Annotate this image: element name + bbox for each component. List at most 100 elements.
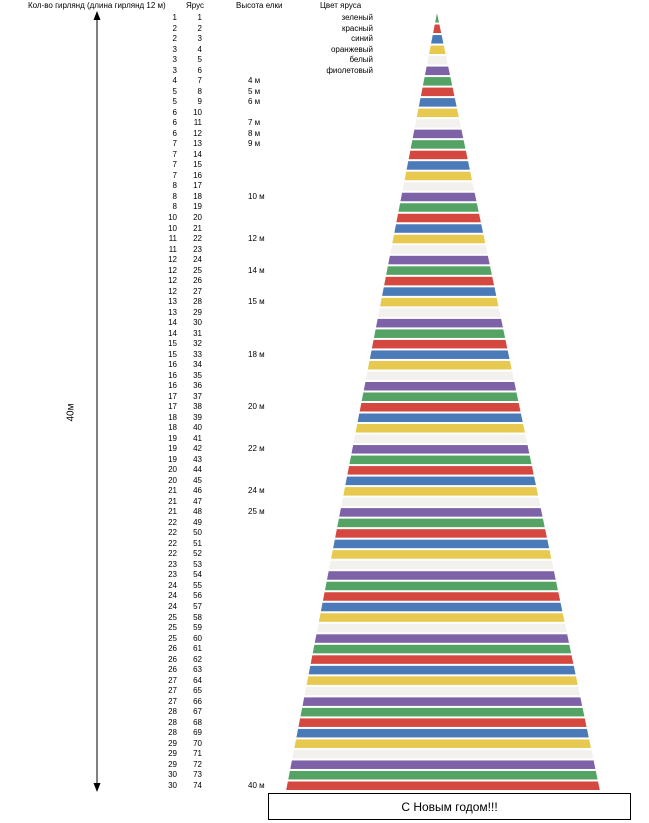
table-row: 13 29 — [0, 307, 300, 318]
table-row: 6 10 — [0, 108, 300, 119]
garland-count-cell: 16 — [168, 370, 177, 380]
tree-stripe — [286, 697, 600, 706]
tree-stripe — [286, 234, 600, 244]
garland-count-cell: 29 — [168, 759, 177, 769]
tree-stripe — [286, 487, 600, 496]
table-row: 15 33 18 м — [0, 349, 300, 360]
tier-number-cell: 2 — [197, 23, 202, 33]
garland-count-cell: 27 — [168, 675, 177, 685]
tier-number-cell: 73 — [193, 770, 202, 780]
tier-number-cell: 20 — [193, 213, 202, 222]
tier-number-cell: 13 — [193, 139, 202, 149]
tree-height-cell: 7 м — [248, 118, 261, 128]
tree-stripe — [286, 739, 600, 748]
garland-count-cell: 17 — [168, 402, 177, 412]
tier-number-cell: 23 — [193, 244, 202, 254]
table-row: 15 32 — [0, 339, 300, 350]
garland-count-cell: 26 — [168, 665, 177, 675]
tree-stripe — [286, 560, 600, 570]
tier-number-cell: 8 — [197, 86, 202, 96]
table-row: 7 16 — [0, 171, 300, 182]
tier-number-cell: 42 — [193, 444, 202, 454]
tree-stripe — [286, 87, 600, 97]
table-row: 12 25 14 м — [0, 265, 300, 276]
tier-number-cell: 65 — [193, 686, 202, 696]
garland-count-cell: 25 — [168, 623, 177, 633]
table-row: 7 14 — [0, 150, 300, 161]
tree-height-cell: 6 м — [248, 97, 261, 107]
tier-number-cell: 63 — [193, 665, 202, 675]
table-row: 6 11 7 м — [0, 118, 300, 129]
tier-number-cell: 40 — [193, 423, 202, 433]
table-row: 8 19 — [0, 202, 300, 213]
table-row: 17 37 — [0, 391, 300, 402]
tier-number-cell: 41 — [193, 433, 202, 443]
table-row: 26 63 — [0, 665, 300, 676]
tier-number-cell: 55 — [193, 580, 202, 590]
tree-stripe — [286, 550, 600, 559]
garland-count-cell: 26 — [168, 654, 177, 664]
tree-stripe — [286, 45, 600, 55]
table-row: 28 69 — [0, 728, 300, 739]
tier-number-cell: 19 — [193, 202, 202, 212]
header-tier-color: Цвет яруса — [320, 1, 362, 10]
tree-stripe — [286, 424, 600, 433]
table-row: 11 23 — [0, 244, 300, 255]
tree-stripe — [286, 602, 600, 612]
table-row: 25 60 — [0, 633, 300, 644]
tree-stripe — [286, 581, 600, 591]
tier-number-cell: 39 — [193, 412, 202, 422]
table-row: 29 71 — [0, 749, 300, 760]
tree-stripe — [286, 56, 600, 65]
garland-count-cell: 24 — [168, 580, 177, 590]
tree-height-cell: 12 м — [248, 234, 265, 244]
tree-stripe — [286, 213, 600, 223]
tree-height-cell: 20 м — [248, 402, 265, 412]
table-row: 14 31 — [0, 328, 300, 339]
tree-stripe — [286, 119, 600, 128]
tree-stripe — [286, 371, 600, 380]
tree-stripe — [286, 129, 600, 139]
garland-count-cell: 24 — [168, 602, 177, 611]
tree-stripe — [286, 613, 600, 622]
table-row: 27 66 — [0, 696, 300, 707]
tier-number-cell: 46 — [193, 486, 202, 496]
table-row: 12 24 — [0, 255, 300, 266]
garland-count-cell: 19 — [168, 454, 177, 464]
table-row: 23 54 — [0, 570, 300, 581]
tree-stripe — [286, 655, 600, 664]
tier-number-cell: 9 — [197, 97, 202, 107]
garland-count-cell: 25 — [168, 633, 177, 643]
tier-number-cell: 45 — [193, 475, 202, 485]
tier-number-cell: 18 — [193, 191, 202, 201]
garland-count-cell: 17 — [168, 391, 177, 401]
tree-stripe — [286, 329, 600, 338]
garland-count-cell: 11 — [168, 244, 177, 254]
tier-number-cell: 50 — [193, 528, 202, 538]
table-row: 8 17 — [0, 181, 300, 192]
tier-number-cell: 29 — [193, 307, 202, 317]
tier-number-cell: 36 — [193, 381, 202, 391]
table-row: 16 35 — [0, 370, 300, 381]
tree-stripe — [286, 749, 600, 759]
garland-count-cell: 19 — [168, 444, 177, 454]
tree-stripe — [286, 182, 600, 191]
tier-number-cell: 28 — [193, 297, 202, 307]
tier-number-cell: 14 — [193, 149, 202, 159]
tier-number-cell: 70 — [193, 738, 202, 748]
table-row: 24 56 — [0, 591, 300, 602]
tier-number-cell: 15 — [193, 160, 202, 170]
table-row: 19 42 22 м — [0, 444, 300, 455]
garland-count-cell: 23 — [168, 559, 177, 569]
tree-stripe — [286, 266, 600, 275]
greeting-banner: С Новым годом!!! — [268, 793, 631, 820]
tier-number-cell: 38 — [193, 402, 202, 412]
tier-number-cell: 12 — [193, 128, 202, 138]
tree-stripe — [286, 466, 600, 475]
garland-count-cell: 2 — [172, 34, 177, 44]
tier-number-cell: 27 — [193, 286, 202, 296]
garland-count-cell: 26 — [168, 644, 177, 654]
